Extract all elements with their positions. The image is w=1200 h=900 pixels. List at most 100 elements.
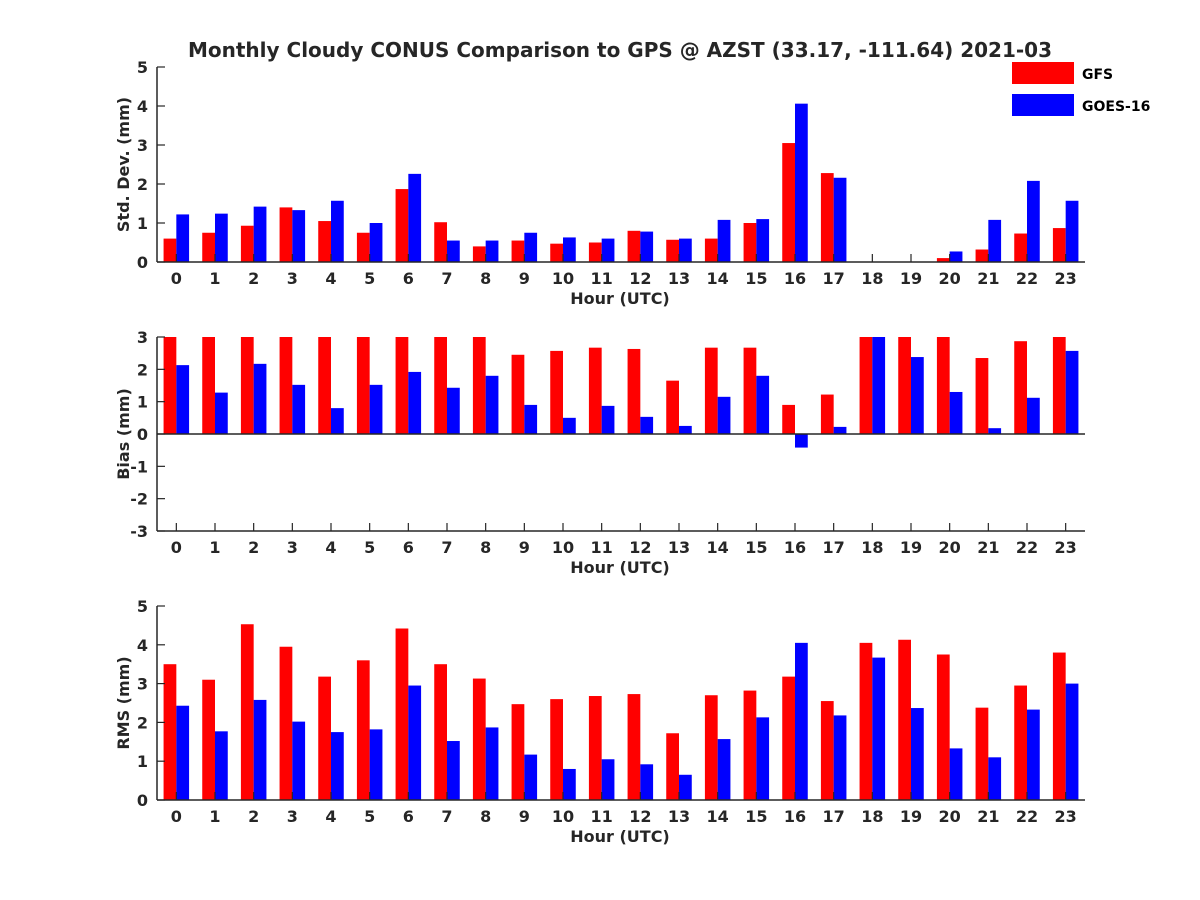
- bias-bar-gfs-8: [472, 337, 486, 434]
- bias-ytick-label: -3: [130, 522, 148, 541]
- rms-bar-gfs-8: [472, 678, 486, 800]
- bias-bar-gfs-18: [859, 337, 873, 434]
- rms-bar-goes16-23: [1065, 683, 1079, 800]
- rms-bar-gfs-12: [627, 694, 641, 800]
- std-dev-bar-goes16-15: [756, 219, 770, 262]
- bias-xtick-label: 20: [939, 538, 961, 557]
- std-dev-xtick-label: 13: [668, 269, 690, 288]
- legend-label-gfs: GFS: [1082, 67, 1113, 83]
- rms-bar-gfs-9: [511, 704, 525, 800]
- std-dev-bar-goes16-22: [1027, 180, 1040, 262]
- rms-xtick-label: 9: [519, 807, 530, 826]
- bias-bar-goes16-19: [911, 357, 924, 434]
- std-dev-bar-gfs-0: [163, 238, 177, 262]
- bias-bar-goes16-5: [369, 384, 383, 434]
- bias-bar-gfs-19: [898, 337, 911, 434]
- std-dev-bar-goes16-23: [1065, 200, 1079, 262]
- bias-bar-goes16-11: [601, 405, 615, 434]
- std-dev-bar-gfs-9: [511, 240, 525, 262]
- bias-xtick-label: 10: [552, 538, 574, 557]
- rms-xtick-label: 0: [171, 807, 182, 826]
- rms-ytick-label: 4: [137, 636, 148, 655]
- rms-xtick-label: 1: [209, 807, 220, 826]
- bias-bar-gfs-1: [202, 337, 215, 434]
- bias-bar-gfs-23: [1052, 337, 1066, 434]
- std-dev-xtick-label: 12: [629, 269, 651, 288]
- rms-xtick-label: 18: [861, 807, 883, 826]
- std-dev-bar-goes16-11: [601, 238, 615, 262]
- std-dev-xtick-label: 1: [209, 269, 220, 288]
- bias-xtick-label: 4: [325, 538, 336, 557]
- std-dev-bar-gfs-11: [588, 242, 602, 262]
- std-dev-ytick-label: 4: [137, 97, 148, 116]
- rms-xtick-label: 22: [1016, 807, 1038, 826]
- bias-bar-goes16-9: [524, 404, 538, 434]
- rms-xtick-label: 23: [1055, 807, 1077, 826]
- rms-bar-gfs-3: [279, 646, 293, 800]
- bias-xtick-label: 9: [519, 538, 530, 557]
- bias-bar-goes16-4: [331, 408, 344, 434]
- bias-xtick-label: 16: [784, 538, 806, 557]
- rms-bar-goes16-19: [911, 708, 924, 800]
- std-dev-xtick-label: 17: [823, 269, 845, 288]
- rms-bar-gfs-18: [859, 642, 873, 800]
- rms-ytick-label: 0: [137, 791, 148, 810]
- std-dev-bar-gfs-14: [704, 238, 718, 262]
- std-dev-xtick-label: 14: [707, 269, 729, 288]
- rms-bar-gfs-7: [434, 664, 447, 800]
- rms-xtick-label: 12: [629, 807, 651, 826]
- bias-xtick-label: 0: [171, 538, 182, 557]
- rms-bar-goes16-13: [679, 774, 692, 800]
- bias-ylabel: Bias (mm): [114, 388, 133, 480]
- rms-xtick-label: 21: [977, 807, 999, 826]
- bias-bar-gfs-7: [434, 337, 447, 434]
- std-dev-bar-gfs-1: [202, 232, 215, 262]
- std-dev-xtick-label: 19: [900, 269, 922, 288]
- rms-bar-goes16-6: [408, 685, 422, 800]
- rms-bar-goes16-18: [872, 657, 886, 800]
- std-dev-xtick-label: 18: [861, 269, 883, 288]
- rms-bar-gfs-19: [898, 639, 911, 800]
- bias-xtick-label: 17: [823, 538, 845, 557]
- bias-bar-goes16-10: [563, 417, 576, 434]
- bias-xtick-label: 1: [209, 538, 220, 557]
- rms-xtick-label: 4: [325, 807, 336, 826]
- rms-ytick-label: 1: [137, 752, 148, 771]
- rms-bar-goes16-11: [601, 759, 615, 800]
- rms-bar-gfs-16: [782, 676, 795, 800]
- rms-xtick-label: 8: [480, 807, 491, 826]
- rms-bar-goes16-7: [447, 741, 460, 800]
- bias-xtick-label: 18: [861, 538, 883, 557]
- std-dev-bar-gfs-10: [550, 243, 563, 262]
- rms-bar-gfs-21: [975, 707, 989, 800]
- std-dev-xtick-label: 5: [364, 269, 375, 288]
- std-dev-bar-goes16-14: [717, 219, 731, 262]
- bias-xtick-label: 5: [364, 538, 375, 557]
- bias-xtick-label: 3: [287, 538, 298, 557]
- std-dev-xtick-label: 16: [784, 269, 806, 288]
- rms-bar-goes16-12: [640, 764, 654, 800]
- std-dev-xtick-label: 10: [552, 269, 574, 288]
- std-dev-bar-gfs-6: [395, 189, 409, 262]
- rms-ytick-label: 3: [137, 675, 148, 694]
- rms-xtick-label: 14: [707, 807, 729, 826]
- rms-bar-goes16-10: [563, 768, 576, 800]
- bias-ytick-label: 2: [137, 360, 148, 379]
- std-dev-xtick-label: 7: [441, 269, 452, 288]
- bias-xtick-label: 22: [1016, 538, 1038, 557]
- std-dev-bar-goes16-4: [331, 200, 344, 262]
- bias-bar-gfs-11: [588, 347, 602, 434]
- std-dev-ytick-label: 1: [137, 214, 148, 233]
- std-dev-bar-gfs-21: [975, 249, 989, 262]
- std-dev-bar-gfs-17: [820, 173, 834, 262]
- rms-bar-goes16-4: [331, 732, 344, 800]
- std-dev-bar-gfs-8: [472, 246, 486, 262]
- std-dev-xtick-label: 9: [519, 269, 530, 288]
- std-dev-bar-goes16-12: [640, 231, 654, 262]
- bias-bar-gfs-13: [666, 380, 679, 434]
- std-dev-bar-goes16-7: [447, 240, 460, 262]
- rms-ytick-label: 2: [137, 713, 148, 732]
- bias-bar-goes16-18: [872, 337, 886, 434]
